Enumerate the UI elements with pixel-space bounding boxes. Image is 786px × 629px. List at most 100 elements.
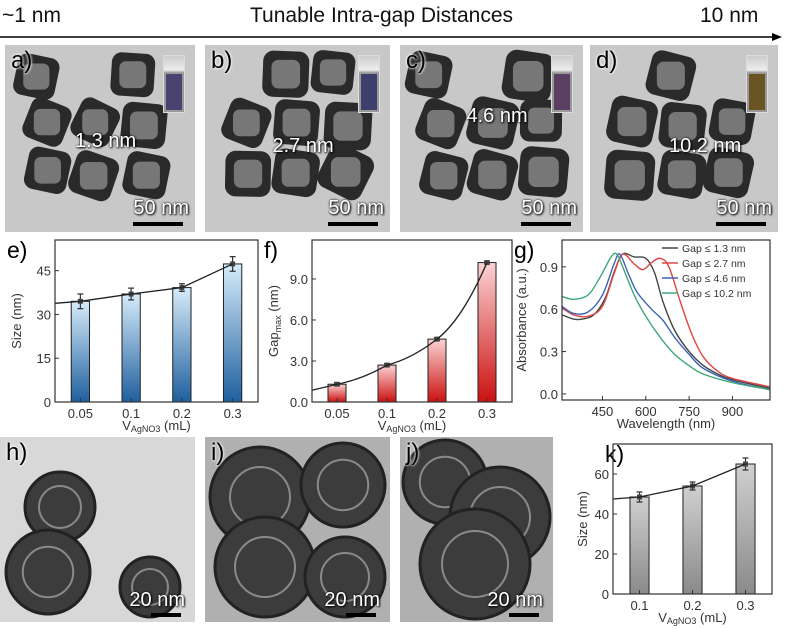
nanoparticle-core [668,112,697,141]
x-tick-label: 0.1 [378,406,396,421]
fit-curve [311,262,488,391]
fit-curve [612,463,746,500]
x-tick-label: 0.3 [736,598,754,613]
bar [477,262,497,403]
bar [427,338,447,403]
chart-e: e) 0 15 30 45 0.05 0.1 0.2 0.3 VAgNO3 (mL) Size (n… [7,237,259,434]
vial-inset [551,55,573,113]
y-tick-label: 40 [595,507,609,522]
tem-image-j: j) 20 nm [400,437,553,622]
panel-label: b) [211,47,233,74]
nanoparticle-core [718,108,746,135]
scale-bar [509,613,539,617]
fit-curve [54,263,233,304]
panel-label: c) [406,47,426,74]
nanoparticle-core [477,108,508,138]
x-axis-label: VAgNO3 (mL) [122,418,191,434]
x-tick-label: 750 [678,404,700,419]
bar [121,293,141,403]
nanoparticle-core [82,109,109,136]
nanoparticle [303,535,387,619]
plot-frame [612,443,773,595]
scale-label: 50 nm [328,197,384,219]
gap-label: 2.7 nm [272,135,334,157]
nanoparticle-core [478,160,507,189]
nanoparticle [4,528,92,616]
nanoparticle-core [330,157,361,187]
panel-label: f) [264,237,278,263]
x-tick-label: 600 [635,404,657,419]
x-tick-label: 0.3 [478,406,496,421]
y-axis-label: Size (nm) [9,293,24,349]
series-line [562,252,770,391]
scale-label: 20 nm [487,589,543,611]
nanoparticle-core [282,108,311,137]
y-tick-label: 0.9 [540,260,558,275]
y-tick-label: 9.0 [290,272,308,287]
y-tick-label: 15 [37,351,51,366]
panel-label: g) [514,237,534,263]
scale-bar [151,613,181,617]
bar [172,287,192,403]
bar [377,364,397,403]
vial-inset [358,55,380,113]
nanoparticle-core [130,111,158,140]
panel-label: h) [6,439,28,466]
nanoparticle-core [528,107,555,134]
scale-label: 50 nm [133,197,189,219]
nanoparticle-core [427,110,455,138]
x-tick-label: 450 [592,404,614,419]
nanoparticle-core [333,111,363,141]
nanoparticle-core [132,161,160,189]
nanoparticle-core [667,160,696,189]
nanoparticle-core [281,158,310,187]
nanoparticle-core [617,107,647,137]
x-tick-label: 0.2 [428,406,446,421]
chart-f: f) 0.0 3.0 6.0 9.0 0.05 0.1 0.2 0.3 VAgNO3 (mL) Ga… [264,237,513,434]
nanoparticle-core [33,108,61,136]
x-tick-label: 0.05 [324,406,349,421]
nanoparticle-shell [234,536,296,598]
bar [682,485,703,595]
nanoparticle-core [528,156,559,188]
y-tick-label: 6.0 [290,313,308,328]
y-tick-label: 0.6 [540,302,558,317]
legend-entry: Gap ≤ 1.3 nm [682,243,746,255]
x-axis-label: VAgNO3 (mL) [378,418,447,434]
nanoparticle-core [430,162,458,190]
figure-title: Tunable Intra-gap Distances [250,4,514,27]
tem-image-h: h) 20 nm [0,437,195,622]
header-left-label: ~1 nm [2,4,61,27]
plot-frame [54,239,259,403]
legend-entry: Gap ≤ 2.7 nm [682,258,746,270]
y-tick-label: 0 [44,395,51,410]
y-tick-label: 0 [602,587,609,602]
scale-label: 20 nm [324,589,380,611]
scale-bar [521,222,571,226]
series-line [562,253,770,391]
panel-label: e) [7,237,27,263]
x-tick-label: 900 [722,404,744,419]
panel-label: j) [406,439,420,466]
arrow-icon [0,33,782,41]
series-line [562,252,770,389]
scale-bar [346,613,376,617]
y-axis-label: Absorbance (a.u.) [514,268,529,371]
plot-frame [561,239,771,401]
nanoparticle-core [319,59,347,86]
tem-image-a: a) 1.3 nm 50 nm [5,45,195,232]
nanoparticle-core [656,61,685,90]
x-axis-label: VAgNO3 (mL) [658,610,727,626]
nanoparticle-core [23,63,50,90]
y-tick-label: 20 [595,547,609,562]
x-axis-label: Wavelength (nm) [617,416,716,431]
y-axis-label: Size (nm) [575,491,590,547]
scale-bar [328,222,378,226]
nanoparticle-core [233,159,263,188]
x-tick-label: 0.1 [630,598,648,613]
series-line [562,253,770,388]
bar [70,300,91,403]
panel-label: d) [596,47,618,74]
